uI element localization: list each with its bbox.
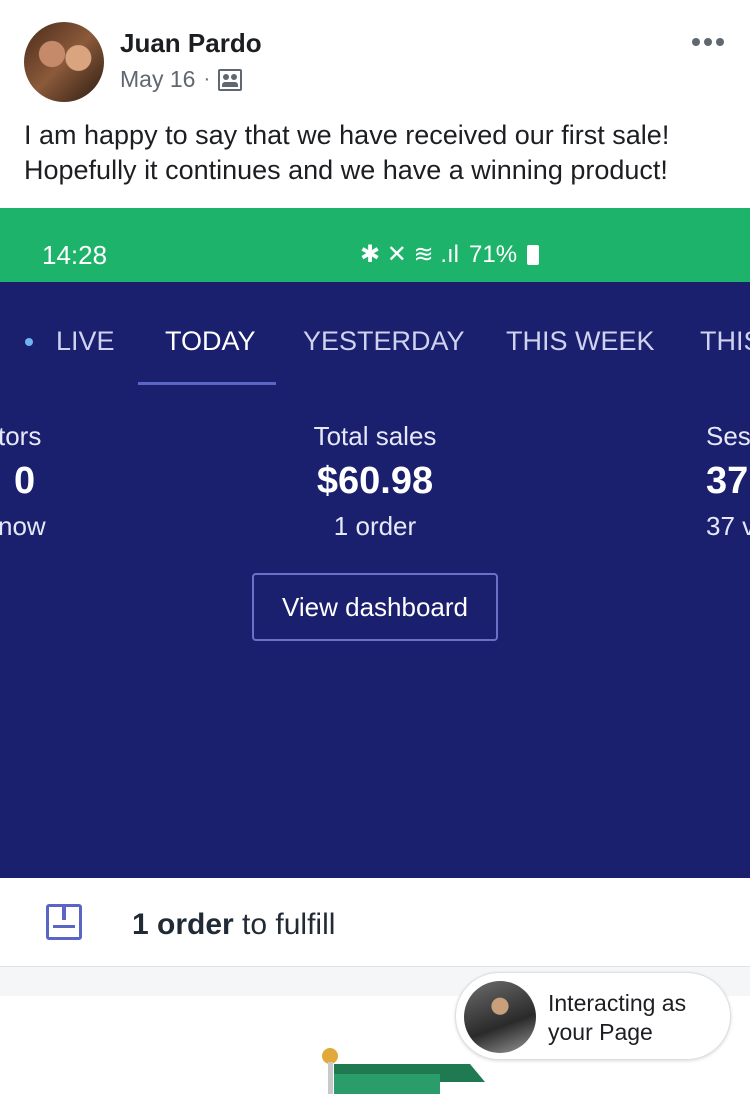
stat-visitors: tors 0 now	[0, 421, 46, 542]
stat-value: 37	[706, 460, 749, 502]
dot-icon	[704, 38, 712, 46]
fulfill-count: 1 order	[132, 908, 234, 941]
dot-icon	[716, 38, 724, 46]
status-time: 14:28	[42, 240, 108, 270]
post-date[interactable]: May 16	[120, 66, 196, 92]
tab-this-week[interactable]: THIS WEEK	[506, 326, 655, 356]
stat-value: 0	[14, 460, 36, 502]
stat-total-sales: Total sales $60.98 1 order	[275, 421, 475, 542]
battery-icon	[527, 244, 540, 265]
fulfill-text: 1 order to fulfill	[132, 908, 335, 942]
sales-chart: $80$40$04 AM8 AM12 PM4 PM8 PM	[0, 652, 750, 878]
phone-status-bar: 14:28 ✱ ✕ ≋ .ıl 71%	[0, 208, 750, 282]
active-tab-indicator	[138, 382, 276, 385]
stat-value: $60.98	[316, 460, 434, 502]
stat-label: tors	[0, 421, 42, 451]
stat-sessions: Ses 37 37 v	[706, 421, 750, 542]
signal-icons: ✱ ✕ ≋ .ıl	[360, 241, 459, 268]
interacting-as-text: Interacting as your Page	[548, 990, 687, 1045]
tab-live[interactable]: LIVE	[56, 326, 115, 356]
more-options-button[interactable]	[692, 34, 728, 50]
status-icons: ✱ ✕ ≋ .ıl 71%	[360, 240, 540, 269]
dot-icon	[692, 38, 700, 46]
date-tabs: LIVE TODAY YESTERDAY THIS WEEK THIS	[0, 282, 750, 392]
author-name[interactable]: Juan Pardo	[120, 28, 262, 58]
inbox-download-icon	[46, 904, 82, 940]
fulfill-label: to fulfill	[233, 908, 336, 941]
flag-illustration-icon	[322, 1048, 485, 1094]
meta-separator: ·	[203, 68, 211, 90]
stat-sub: 1 order	[333, 511, 417, 541]
stat-label: Ses	[706, 421, 750, 451]
tab-today[interactable]: TODAY	[165, 326, 256, 356]
post-image[interactable]: 14:28 ✱ ✕ ≋ .ıl 71% LIVE TODAY YESTERDAY…	[0, 208, 750, 1094]
battery-level: 71%	[469, 240, 518, 268]
stat-sub: 37 v	[706, 511, 750, 541]
orders-to-fulfill-row[interactable]: 1 order to fulfill	[0, 878, 750, 966]
shopify-dashboard: LIVE TODAY YESTERDAY THIS WEEK THIS tors…	[0, 282, 750, 878]
post-header: Juan Pardo May 16 ·	[0, 0, 750, 112]
author-avatar[interactable]	[24, 22, 104, 102]
view-dashboard-button[interactable]: View dashboard	[252, 573, 498, 641]
interacting-as-page-button[interactable]: Interacting as your Page	[455, 972, 731, 1060]
tab-yesterday[interactable]: YESTERDAY	[303, 326, 465, 356]
post-text: I am happy to say that we have received …	[24, 120, 670, 185]
friends-icon	[218, 68, 243, 91]
live-dot-icon	[25, 338, 33, 346]
post-meta: May 16 ·	[120, 66, 243, 93]
stat-sub: now	[0, 511, 46, 541]
page-avatar	[464, 981, 536, 1053]
tab-this-month[interactable]: THIS	[700, 326, 750, 356]
stat-label: Total sales	[313, 421, 437, 451]
